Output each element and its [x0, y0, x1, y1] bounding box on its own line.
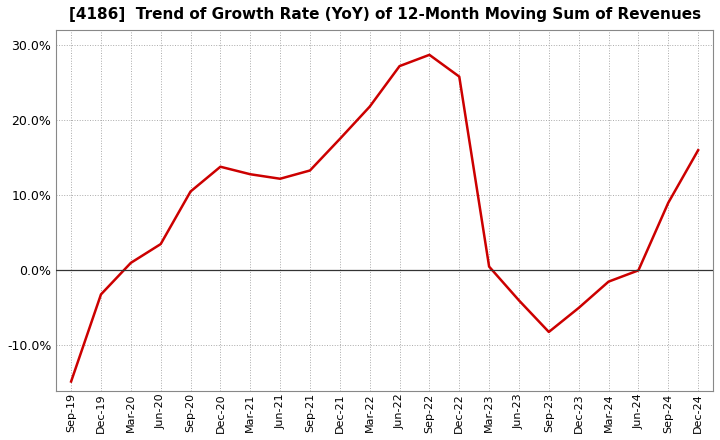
- Title: [4186]  Trend of Growth Rate (YoY) of 12-Month Moving Sum of Revenues: [4186] Trend of Growth Rate (YoY) of 12-…: [68, 7, 701, 22]
